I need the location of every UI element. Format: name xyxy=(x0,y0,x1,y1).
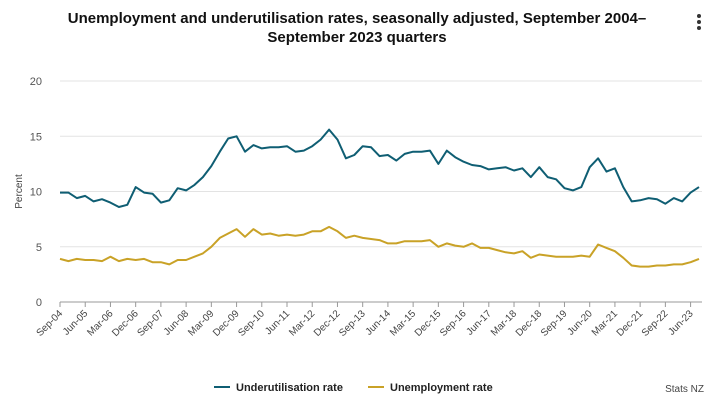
series-line-unemployment-rate xyxy=(59,225,700,268)
x-tick-label: Jun-17 xyxy=(465,308,495,338)
x-tick-label: Jun-14 xyxy=(364,308,394,338)
y-tick-label: 10 xyxy=(30,187,42,199)
x-tick-label: Sep-07 xyxy=(135,308,166,339)
y-axis-title: Percent xyxy=(14,174,25,209)
x-tick-label: Sep-16 xyxy=(438,308,469,339)
x-tick-label: Mar-06 xyxy=(85,308,115,338)
x-tick-label: Mar-21 xyxy=(590,308,620,338)
x-tick-label: Dec-15 xyxy=(413,308,444,339)
legend-label: Unemployment rate xyxy=(390,382,493,394)
y-tick-label: 20 xyxy=(30,76,42,88)
x-tick-label: Dec-18 xyxy=(514,308,545,339)
x-tick-label: Jun-20 xyxy=(565,308,595,338)
x-tick-label: Jun-08 xyxy=(162,308,192,338)
x-tick-label: Mar-15 xyxy=(388,308,418,338)
y-tick-label: 0 xyxy=(36,297,42,309)
x-tick-label: Jun-23 xyxy=(666,308,696,338)
x-tick-label: Dec-21 xyxy=(615,308,646,339)
chart-title: Unemployment and underutilisation rates,… xyxy=(67,10,647,46)
series-line-underutilisation-rate xyxy=(60,128,700,208)
x-tick-label: Mar-09 xyxy=(186,308,216,338)
x-tick-label: Sep-13 xyxy=(337,308,368,339)
x-tick-label: Dec-06 xyxy=(110,308,141,339)
source-credit: Stats NZ xyxy=(665,384,704,395)
chart-menu-icon[interactable] xyxy=(694,14,704,34)
x-tick-label: Sep-22 xyxy=(640,308,671,339)
x-tick-label: Sep-19 xyxy=(539,308,570,339)
y-tick-label: 15 xyxy=(30,131,42,143)
x-tick-label: Dec-09 xyxy=(211,308,242,339)
x-tick-label: Dec-12 xyxy=(312,308,343,339)
x-tick-label: Mar-18 xyxy=(489,308,519,338)
x-tick-label: Sep-10 xyxy=(236,308,267,339)
x-tick-label: Jun-05 xyxy=(61,308,91,338)
x-tick-label: Sep-04 xyxy=(35,308,66,339)
y-tick-label: 5 xyxy=(36,242,42,254)
legend-label: Underutilisation rate xyxy=(236,382,343,394)
x-tick-label: Mar-12 xyxy=(287,308,317,338)
